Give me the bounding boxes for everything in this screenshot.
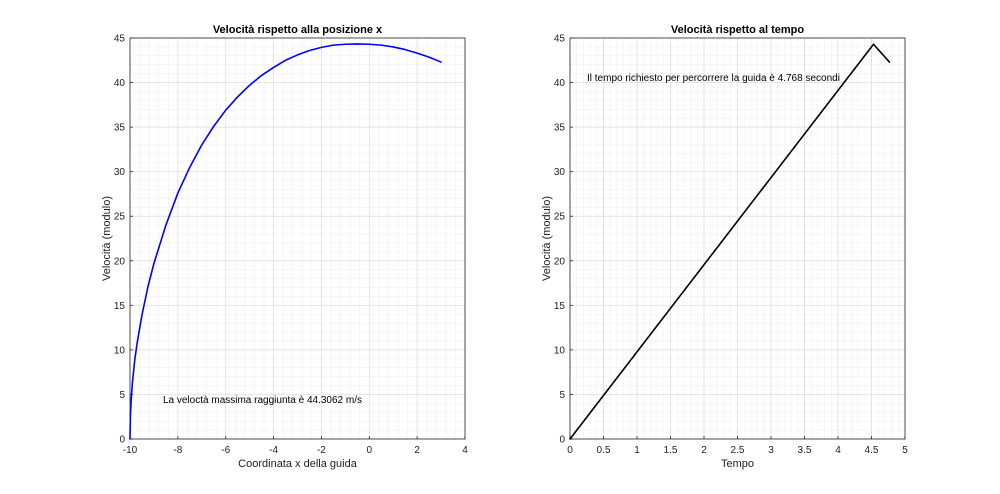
plot-velocity-vs-time: 0 0.5 1 1.5 2 2.5 3 3.5 4 4.5 5 0 5 10 15 20 25 30 35 40 45 V… <box>541 24 908 470</box>
chart-title: Velocità rispetto al tempo <box>671 24 805 36</box>
y-tick-label: 0 <box>119 435 125 446</box>
chart-title: Velocità rispetto alla posizione x <box>213 24 383 36</box>
x-tick-label: 4 <box>835 445 841 456</box>
y-tick-label: 5 <box>119 390 125 401</box>
x-tick-label: -6 <box>221 445 230 456</box>
x-tick-label: 4 <box>462 445 468 456</box>
annotation-text: La veloctà massima raggiunta è 44.3062 m… <box>163 395 362 406</box>
x-tick-label: 2.5 <box>731 445 745 456</box>
x-tick-label: -4 <box>269 445 278 456</box>
x-tick-label: 3 <box>768 445 774 456</box>
x-axis-label: Coordinata x della guida <box>238 458 358 470</box>
series-line <box>569 43 891 440</box>
y-tick-label: 10 <box>114 345 126 356</box>
x-tick-label: 0.5 <box>597 445 611 456</box>
y-tick-label: 45 <box>114 34 126 45</box>
x-tick-label: -10 <box>123 445 138 456</box>
annotation-text: Il tempo richiesto per percorrere la gui… <box>587 73 840 84</box>
y-tick-label: 20 <box>554 256 566 267</box>
x-tick-label: 5 <box>902 445 908 456</box>
y-tick-label: 25 <box>554 212 566 223</box>
x-tick-label: 2 <box>701 445 707 456</box>
y-tick-label: 40 <box>114 78 126 89</box>
x-tick-label: 3.5 <box>798 445 812 456</box>
y-tick-label: 5 <box>559 390 565 401</box>
y-tick-label: 40 <box>554 78 566 89</box>
y-tick-label: 20 <box>114 256 126 267</box>
y-tick-label: 30 <box>554 167 566 178</box>
major-grid <box>129 37 466 440</box>
y-tick-label: 10 <box>554 345 566 356</box>
x-tick-label: -8 <box>173 445 182 456</box>
y-tick-label: 25 <box>114 212 126 223</box>
x-tick-label: 0 <box>367 445 373 456</box>
y-tick-label: 45 <box>554 34 566 45</box>
minor-grid <box>130 38 465 439</box>
x-tick-label: 1.5 <box>664 445 678 456</box>
series-line <box>129 43 442 440</box>
y-axis-label: Velocità (modulo) <box>101 196 113 281</box>
x-axis-label: Tempo <box>721 458 754 470</box>
plot-velocity-vs-position: -10 -8 -6 -4 -2 0 2 4051015202530354045Velocità… <box>101 24 468 470</box>
x-tick-label: 1 <box>634 445 640 456</box>
x-tick-label: 2 <box>414 445 420 456</box>
y-tick-label: 35 <box>554 123 566 134</box>
y-tick-label: 15 <box>114 301 126 312</box>
y-tick-label: 15 <box>554 301 566 312</box>
major-grid <box>569 37 906 440</box>
axes-box <box>129 37 466 440</box>
y-tick-label: 0 <box>559 435 565 446</box>
x-tick-label: 4.5 <box>865 445 879 456</box>
y-tick-label: 35 <box>114 123 126 134</box>
y-tick-label: 30 <box>114 167 126 178</box>
y-axis-label: Velocità (modulo) <box>541 196 553 281</box>
x-tick-label: -2 <box>317 445 326 456</box>
x-tick-label: 0 <box>567 445 573 456</box>
